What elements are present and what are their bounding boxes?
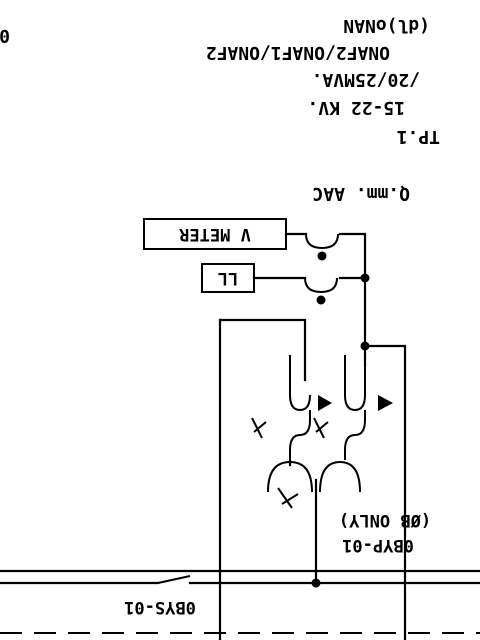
corner-mark: 0 [0,25,10,46]
ct-branch-right [313,355,393,460]
rating-line-5: TP.1 [397,126,440,147]
transformer [267,458,361,585]
rating-line-3: /20/25MVA. [312,69,420,90]
cable-note: Q.mm. AAC [312,183,410,204]
ll-meter-box: LL [201,263,255,293]
ll-meter-label: LL [218,268,238,288]
rating-line-4: 15-22 KV. [307,97,405,118]
rating-notes: (dl)oNAN ONAF2/ONAF1/ONAF2 /20/25MVA. 15… [0,15,440,204]
meter-coil-lower [304,277,338,305]
rating-line-1: (dl)oNAN [343,15,430,36]
breaker-tag: 0BYS-01 [124,597,196,617]
rating-line-2: ONAF2/ONAF1/ONAF2 [206,42,390,63]
v-meter-box: V METER [143,218,287,250]
meter-coil-upper [305,233,339,261]
ct-branch-left [218,318,332,640]
meter-wiring [252,232,407,640]
bus-lines [0,569,480,634]
disconnect-note: (ØB ONLY) [339,510,431,530]
disconnect-tag: 0BYP-01 [342,535,414,555]
v-meter-label: V METER [178,224,250,244]
